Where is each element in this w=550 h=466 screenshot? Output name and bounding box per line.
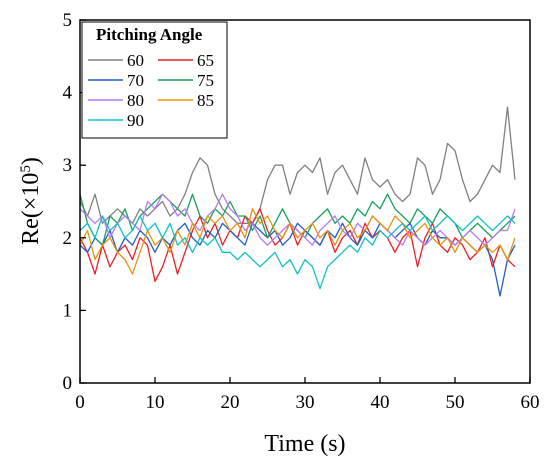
y-tick-label-3: 3	[63, 155, 73, 176]
x-tick-label-40: 40	[371, 392, 390, 413]
ticks-layer: 0 10 20 30 40 50 60 0 1 2 3 4 5	[63, 10, 540, 413]
legend-label-80: 80	[127, 91, 144, 110]
y-tick-label-4: 4	[63, 83, 73, 104]
x-tick-label-0: 0	[75, 392, 85, 413]
legend-label-60: 60	[127, 51, 144, 70]
y-tick-label-2: 2	[63, 228, 73, 249]
y-tick-label-1: 1	[63, 300, 73, 321]
x-tick-label-30: 30	[296, 392, 315, 413]
legend-box	[81, 21, 228, 139]
legend-items: 60 65 70 75 80 85 90	[88, 51, 214, 130]
series-line-65	[79, 208, 516, 283]
x-tick-label-10: 10	[146, 392, 165, 413]
legend-label-70: 70	[127, 71, 144, 90]
legend-title: Pitching Angle	[96, 25, 203, 44]
series-line-80	[79, 193, 516, 246]
series-line-70	[79, 222, 516, 297]
x-axis-title: Time (s)	[264, 431, 345, 457]
series-line-85	[79, 208, 516, 275]
legend-label-85: 85	[197, 91, 214, 110]
y-tick-label-0: 0	[63, 373, 73, 394]
legend-label-90: 90	[127, 111, 144, 130]
x-tick-label-60: 60	[521, 392, 540, 413]
y-axis-title-prefix: Re(×10	[18, 173, 44, 245]
series-line-60	[79, 106, 516, 224]
legend-label-65: 65	[197, 51, 214, 70]
y-axis-title-exponent: 5	[18, 165, 34, 173]
series-line-90	[79, 215, 516, 290]
y-tick-label-5: 5	[63, 10, 73, 31]
x-tick-label-50: 50	[446, 392, 465, 413]
legend-label-75: 75	[197, 71, 214, 90]
y-axis-title: Re(×105)	[18, 157, 44, 245]
x-tick-label-20: 20	[221, 392, 240, 413]
series-layer	[79, 106, 516, 297]
y-axis-title-suffix: )	[18, 157, 44, 165]
legend: Pitching Angle 60 65 70 75 80 85 90	[81, 21, 228, 139]
